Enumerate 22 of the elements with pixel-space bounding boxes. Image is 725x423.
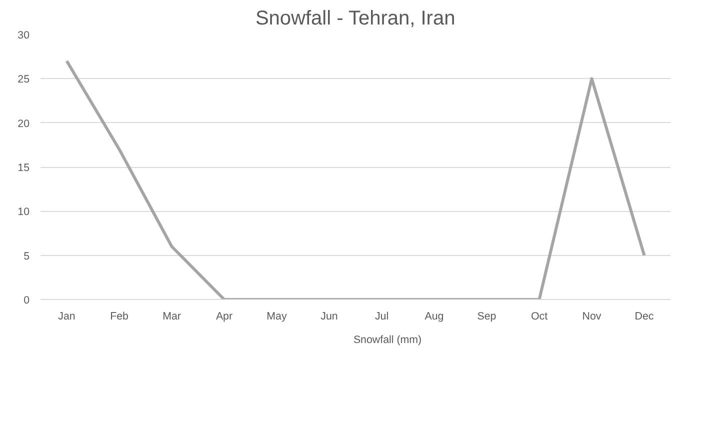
x-tick-label: Jul: [374, 310, 389, 322]
line-series: [65, 60, 646, 300]
x-tick-label: Mar: [162, 310, 182, 322]
y-tick-label: 5: [24, 250, 30, 262]
x-tick-label: May: [266, 310, 288, 322]
x-tick-label: Dec: [634, 310, 654, 322]
x-tick-label: Feb: [110, 310, 129, 322]
x-tick-label: Oct: [530, 310, 548, 322]
x-tick-label: Apr: [216, 310, 233, 322]
x-tick-label: Nov: [582, 310, 602, 322]
y-tick-label: 30: [18, 30, 30, 42]
y-tick-label: 15: [18, 162, 30, 174]
y-tick-label: 10: [18, 206, 30, 218]
x-tick-label: Jun: [320, 310, 338, 322]
text: Snowfall (mm): [353, 334, 422, 346]
x-tick-label: Jan: [58, 310, 76, 322]
y-tick-label: 0: [24, 294, 30, 306]
chart-title: Snowfall - Tehran, Iran: [255, 8, 456, 30]
x-tick-label: Aug: [424, 310, 444, 322]
y-tick-label: 25: [18, 74, 30, 86]
y-tick-label: 20: [18, 118, 30, 130]
x-tick-label: Sep: [477, 310, 496, 322]
